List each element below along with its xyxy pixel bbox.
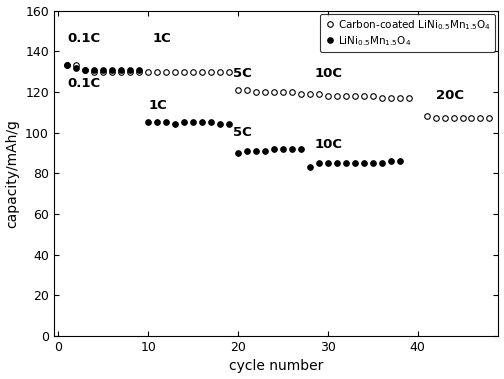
Text: 0.1C: 0.1C — [68, 77, 100, 90]
Carbon-coated LiNi$_{0.5}$Mn$_{1.5}$O$_{4}$ — [235, 88, 241, 92]
Carbon-coated LiNi$_{0.5}$Mn$_{1.5}$O$_{4}$ — [460, 116, 466, 121]
Carbon-coated LiNi$_{0.5}$Mn$_{1.5}$O$_{4}$ — [91, 69, 97, 74]
Carbon-coated LiNi$_{0.5}$Mn$_{1.5}$O$_{4}$ — [190, 69, 196, 74]
LiNi$_{0.5}$Mn$_{1.5}$O$_{4}$ — [163, 120, 169, 125]
LiNi$_{0.5}$Mn$_{1.5}$O$_{4}$ — [145, 120, 151, 125]
Text: 10C: 10C — [314, 138, 342, 151]
LiNi$_{0.5}$Mn$_{1.5}$O$_{4}$ — [172, 122, 178, 127]
LiNi$_{0.5}$Mn$_{1.5}$O$_{4}$ — [217, 122, 223, 127]
LiNi$_{0.5}$Mn$_{1.5}$O$_{4}$ — [118, 67, 124, 72]
Carbon-coated LiNi$_{0.5}$Mn$_{1.5}$O$_{4}$ — [432, 116, 438, 121]
LiNi$_{0.5}$Mn$_{1.5}$O$_{4}$ — [244, 149, 250, 153]
Carbon-coated LiNi$_{0.5}$Mn$_{1.5}$O$_{4}$ — [253, 90, 259, 94]
Carbon-coated LiNi$_{0.5}$Mn$_{1.5}$O$_{4}$ — [226, 69, 232, 74]
Carbon-coated LiNi$_{0.5}$Mn$_{1.5}$O$_{4}$ — [397, 96, 403, 100]
Carbon-coated LiNi$_{0.5}$Mn$_{1.5}$O$_{4}$ — [316, 92, 322, 96]
LiNi$_{0.5}$Mn$_{1.5}$O$_{4}$ — [82, 67, 88, 72]
Text: 5C: 5C — [233, 67, 252, 80]
LiNi$_{0.5}$Mn$_{1.5}$O$_{4}$ — [280, 147, 286, 151]
LiNi$_{0.5}$Mn$_{1.5}$O$_{4}$ — [190, 120, 196, 125]
Carbon-coated LiNi$_{0.5}$Mn$_{1.5}$O$_{4}$ — [100, 69, 106, 74]
Carbon-coated LiNi$_{0.5}$Mn$_{1.5}$O$_{4}$ — [477, 116, 483, 121]
Carbon-coated LiNi$_{0.5}$Mn$_{1.5}$O$_{4}$ — [163, 69, 169, 74]
Line: LiNi$_{0.5}$Mn$_{1.5}$O$_{4}$: LiNi$_{0.5}$Mn$_{1.5}$O$_{4}$ — [65, 63, 402, 170]
LiNi$_{0.5}$Mn$_{1.5}$O$_{4}$ — [181, 120, 187, 125]
Carbon-coated LiNi$_{0.5}$Mn$_{1.5}$O$_{4}$ — [352, 94, 358, 98]
Carbon-coated LiNi$_{0.5}$Mn$_{1.5}$O$_{4}$ — [334, 94, 340, 98]
Carbon-coated LiNi$_{0.5}$Mn$_{1.5}$O$_{4}$ — [289, 90, 295, 94]
LiNi$_{0.5}$Mn$_{1.5}$O$_{4}$ — [361, 161, 367, 165]
LiNi$_{0.5}$Mn$_{1.5}$O$_{4}$ — [388, 159, 394, 163]
Line: Carbon-coated LiNi$_{0.5}$Mn$_{1.5}$O$_{4}$: Carbon-coated LiNi$_{0.5}$Mn$_{1.5}$O$_{… — [65, 63, 492, 121]
LiNi$_{0.5}$Mn$_{1.5}$O$_{4}$ — [262, 149, 268, 153]
Carbon-coated LiNi$_{0.5}$Mn$_{1.5}$O$_{4}$ — [154, 69, 160, 74]
LiNi$_{0.5}$Mn$_{1.5}$O$_{4}$ — [65, 63, 71, 68]
Carbon-coated LiNi$_{0.5}$Mn$_{1.5}$O$_{4}$ — [486, 116, 492, 121]
Text: 5C: 5C — [233, 126, 252, 139]
Carbon-coated LiNi$_{0.5}$Mn$_{1.5}$O$_{4}$ — [325, 94, 331, 98]
Legend: Carbon-coated LiNi$_{0.5}$Mn$_{1.5}$O$_{4}$, LiNi$_{0.5}$Mn$_{1.5}$O$_{4}$: Carbon-coated LiNi$_{0.5}$Mn$_{1.5}$O$_{… — [321, 14, 495, 52]
Carbon-coated LiNi$_{0.5}$Mn$_{1.5}$O$_{4}$ — [73, 63, 79, 68]
LiNi$_{0.5}$Mn$_{1.5}$O$_{4}$ — [289, 147, 295, 151]
Carbon-coated LiNi$_{0.5}$Mn$_{1.5}$O$_{4}$ — [262, 90, 268, 94]
Carbon-coated LiNi$_{0.5}$Mn$_{1.5}$O$_{4}$ — [136, 69, 142, 74]
Carbon-coated LiNi$_{0.5}$Mn$_{1.5}$O$_{4}$ — [208, 69, 214, 74]
Carbon-coated LiNi$_{0.5}$Mn$_{1.5}$O$_{4}$ — [469, 116, 475, 121]
LiNi$_{0.5}$Mn$_{1.5}$O$_{4}$ — [271, 147, 277, 151]
Text: 10C: 10C — [314, 67, 342, 80]
Carbon-coated LiNi$_{0.5}$Mn$_{1.5}$O$_{4}$ — [181, 69, 187, 74]
Y-axis label: capacity/mAh/g: capacity/mAh/g — [6, 119, 20, 228]
LiNi$_{0.5}$Mn$_{1.5}$O$_{4}$ — [127, 67, 133, 72]
LiNi$_{0.5}$Mn$_{1.5}$O$_{4}$ — [369, 161, 375, 165]
LiNi$_{0.5}$Mn$_{1.5}$O$_{4}$ — [334, 161, 340, 165]
Text: 0.1C: 0.1C — [68, 32, 100, 45]
LiNi$_{0.5}$Mn$_{1.5}$O$_{4}$ — [91, 67, 97, 72]
Carbon-coated LiNi$_{0.5}$Mn$_{1.5}$O$_{4}$ — [109, 69, 115, 74]
LiNi$_{0.5}$Mn$_{1.5}$O$_{4}$ — [100, 67, 106, 72]
LiNi$_{0.5}$Mn$_{1.5}$O$_{4}$ — [226, 122, 232, 127]
LiNi$_{0.5}$Mn$_{1.5}$O$_{4}$ — [397, 159, 403, 163]
LiNi$_{0.5}$Mn$_{1.5}$O$_{4}$ — [154, 120, 160, 125]
Carbon-coated LiNi$_{0.5}$Mn$_{1.5}$O$_{4}$ — [172, 69, 178, 74]
Carbon-coated LiNi$_{0.5}$Mn$_{1.5}$O$_{4}$ — [361, 94, 367, 98]
Carbon-coated LiNi$_{0.5}$Mn$_{1.5}$O$_{4}$ — [423, 114, 429, 119]
Carbon-coated LiNi$_{0.5}$Mn$_{1.5}$O$_{4}$ — [199, 69, 205, 74]
Carbon-coated LiNi$_{0.5}$Mn$_{1.5}$O$_{4}$ — [65, 63, 71, 68]
Carbon-coated LiNi$_{0.5}$Mn$_{1.5}$O$_{4}$ — [307, 92, 313, 96]
LiNi$_{0.5}$Mn$_{1.5}$O$_{4}$ — [343, 161, 349, 165]
Carbon-coated LiNi$_{0.5}$Mn$_{1.5}$O$_{4}$ — [298, 92, 304, 96]
LiNi$_{0.5}$Mn$_{1.5}$O$_{4}$ — [136, 67, 142, 72]
Carbon-coated LiNi$_{0.5}$Mn$_{1.5}$O$_{4}$ — [442, 116, 448, 121]
Carbon-coated LiNi$_{0.5}$Mn$_{1.5}$O$_{4}$ — [217, 69, 223, 74]
Carbon-coated LiNi$_{0.5}$Mn$_{1.5}$O$_{4}$ — [451, 116, 457, 121]
Carbon-coated LiNi$_{0.5}$Mn$_{1.5}$O$_{4}$ — [343, 94, 349, 98]
Carbon-coated LiNi$_{0.5}$Mn$_{1.5}$O$_{4}$ — [82, 67, 88, 72]
Carbon-coated LiNi$_{0.5}$Mn$_{1.5}$O$_{4}$ — [244, 88, 250, 92]
Carbon-coated LiNi$_{0.5}$Mn$_{1.5}$O$_{4}$ — [280, 90, 286, 94]
LiNi$_{0.5}$Mn$_{1.5}$O$_{4}$ — [316, 161, 322, 165]
LiNi$_{0.5}$Mn$_{1.5}$O$_{4}$ — [73, 65, 79, 70]
LiNi$_{0.5}$Mn$_{1.5}$O$_{4}$ — [325, 161, 331, 165]
LiNi$_{0.5}$Mn$_{1.5}$O$_{4}$ — [109, 67, 115, 72]
LiNi$_{0.5}$Mn$_{1.5}$O$_{4}$ — [307, 165, 313, 169]
Text: 1C: 1C — [153, 32, 171, 45]
Carbon-coated LiNi$_{0.5}$Mn$_{1.5}$O$_{4}$ — [145, 69, 151, 74]
LiNi$_{0.5}$Mn$_{1.5}$O$_{4}$ — [352, 161, 358, 165]
Text: 20C: 20C — [435, 89, 464, 102]
LiNi$_{0.5}$Mn$_{1.5}$O$_{4}$ — [199, 120, 205, 125]
Text: 1C: 1C — [148, 99, 167, 112]
LiNi$_{0.5}$Mn$_{1.5}$O$_{4}$ — [235, 151, 241, 155]
Carbon-coated LiNi$_{0.5}$Mn$_{1.5}$O$_{4}$ — [271, 90, 277, 94]
Carbon-coated LiNi$_{0.5}$Mn$_{1.5}$O$_{4}$ — [369, 94, 375, 98]
LiNi$_{0.5}$Mn$_{1.5}$O$_{4}$ — [253, 149, 259, 153]
Carbon-coated LiNi$_{0.5}$Mn$_{1.5}$O$_{4}$ — [379, 96, 385, 100]
Carbon-coated LiNi$_{0.5}$Mn$_{1.5}$O$_{4}$ — [127, 69, 133, 74]
X-axis label: cycle number: cycle number — [229, 359, 324, 373]
Carbon-coated LiNi$_{0.5}$Mn$_{1.5}$O$_{4}$ — [406, 96, 412, 100]
LiNi$_{0.5}$Mn$_{1.5}$O$_{4}$ — [379, 161, 385, 165]
LiNi$_{0.5}$Mn$_{1.5}$O$_{4}$ — [298, 147, 304, 151]
Carbon-coated LiNi$_{0.5}$Mn$_{1.5}$O$_{4}$ — [118, 69, 124, 74]
Carbon-coated LiNi$_{0.5}$Mn$_{1.5}$O$_{4}$ — [388, 96, 394, 100]
LiNi$_{0.5}$Mn$_{1.5}$O$_{4}$ — [208, 120, 214, 125]
